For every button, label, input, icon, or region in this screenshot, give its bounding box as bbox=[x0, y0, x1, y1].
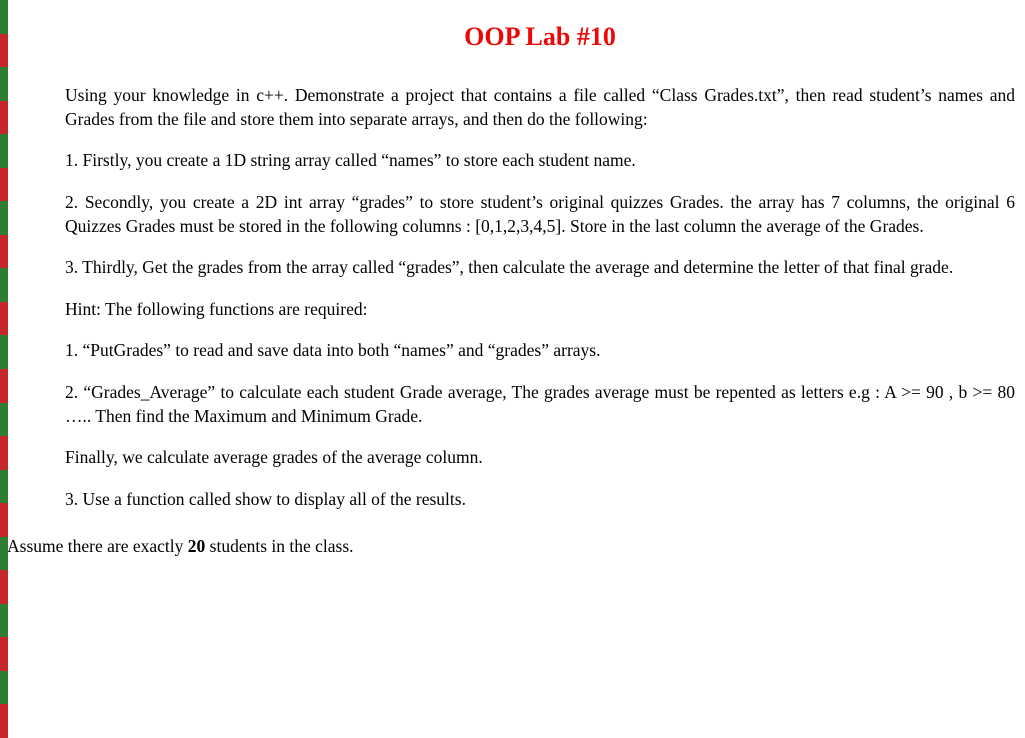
border-segment bbox=[0, 302, 8, 336]
border-segment bbox=[0, 436, 8, 470]
intro-paragraph: Using your knowledge in c++. Demonstrate… bbox=[65, 84, 1015, 131]
step-3: 3. Thirdly, Get the grades from the arra… bbox=[65, 256, 1015, 280]
border-segment bbox=[0, 570, 8, 604]
function-2: 2. “Grades_Average” to calculate each st… bbox=[65, 381, 1015, 428]
function-3: 3. Use a function called show to display… bbox=[65, 488, 1015, 512]
border-segment bbox=[0, 335, 8, 369]
document-content: OOP Lab #10 Using your knowledge in c++.… bbox=[0, 0, 1025, 557]
hint-intro: Hint: The following functions are requir… bbox=[65, 298, 1015, 322]
border-segment bbox=[0, 0, 8, 34]
border-segment bbox=[0, 67, 8, 101]
border-segment bbox=[0, 168, 8, 202]
border-segment bbox=[0, 671, 8, 705]
border-segment bbox=[0, 101, 8, 135]
border-segment bbox=[0, 134, 8, 168]
border-segment bbox=[0, 403, 8, 437]
function-1: 1. “PutGrades” to read and save data int… bbox=[65, 339, 1015, 363]
footer-prefix: Assume there are exactly bbox=[7, 536, 188, 556]
step-2: 2. Secondly, you create a 2D int array “… bbox=[65, 191, 1015, 238]
footer-suffix: students in the class. bbox=[205, 536, 353, 556]
border-segment bbox=[0, 537, 8, 571]
border-segment bbox=[0, 369, 8, 403]
footer-note: Assume there are exactly 20 students in … bbox=[7, 536, 1015, 557]
step-1: 1. Firstly, you create a 1D string array… bbox=[65, 149, 1015, 173]
decorative-left-border bbox=[0, 0, 8, 738]
border-segment bbox=[0, 34, 8, 68]
border-segment bbox=[0, 235, 8, 269]
border-segment bbox=[0, 503, 8, 537]
border-segment bbox=[0, 268, 8, 302]
border-segment bbox=[0, 704, 8, 738]
footer-bold: 20 bbox=[188, 536, 206, 556]
border-segment bbox=[0, 637, 8, 671]
border-segment bbox=[0, 470, 8, 504]
border-segment bbox=[0, 201, 8, 235]
border-segment bbox=[0, 604, 8, 638]
finally-paragraph: Finally, we calculate average grades of … bbox=[65, 446, 1015, 470]
document-title: OOP Lab #10 bbox=[65, 22, 1015, 52]
